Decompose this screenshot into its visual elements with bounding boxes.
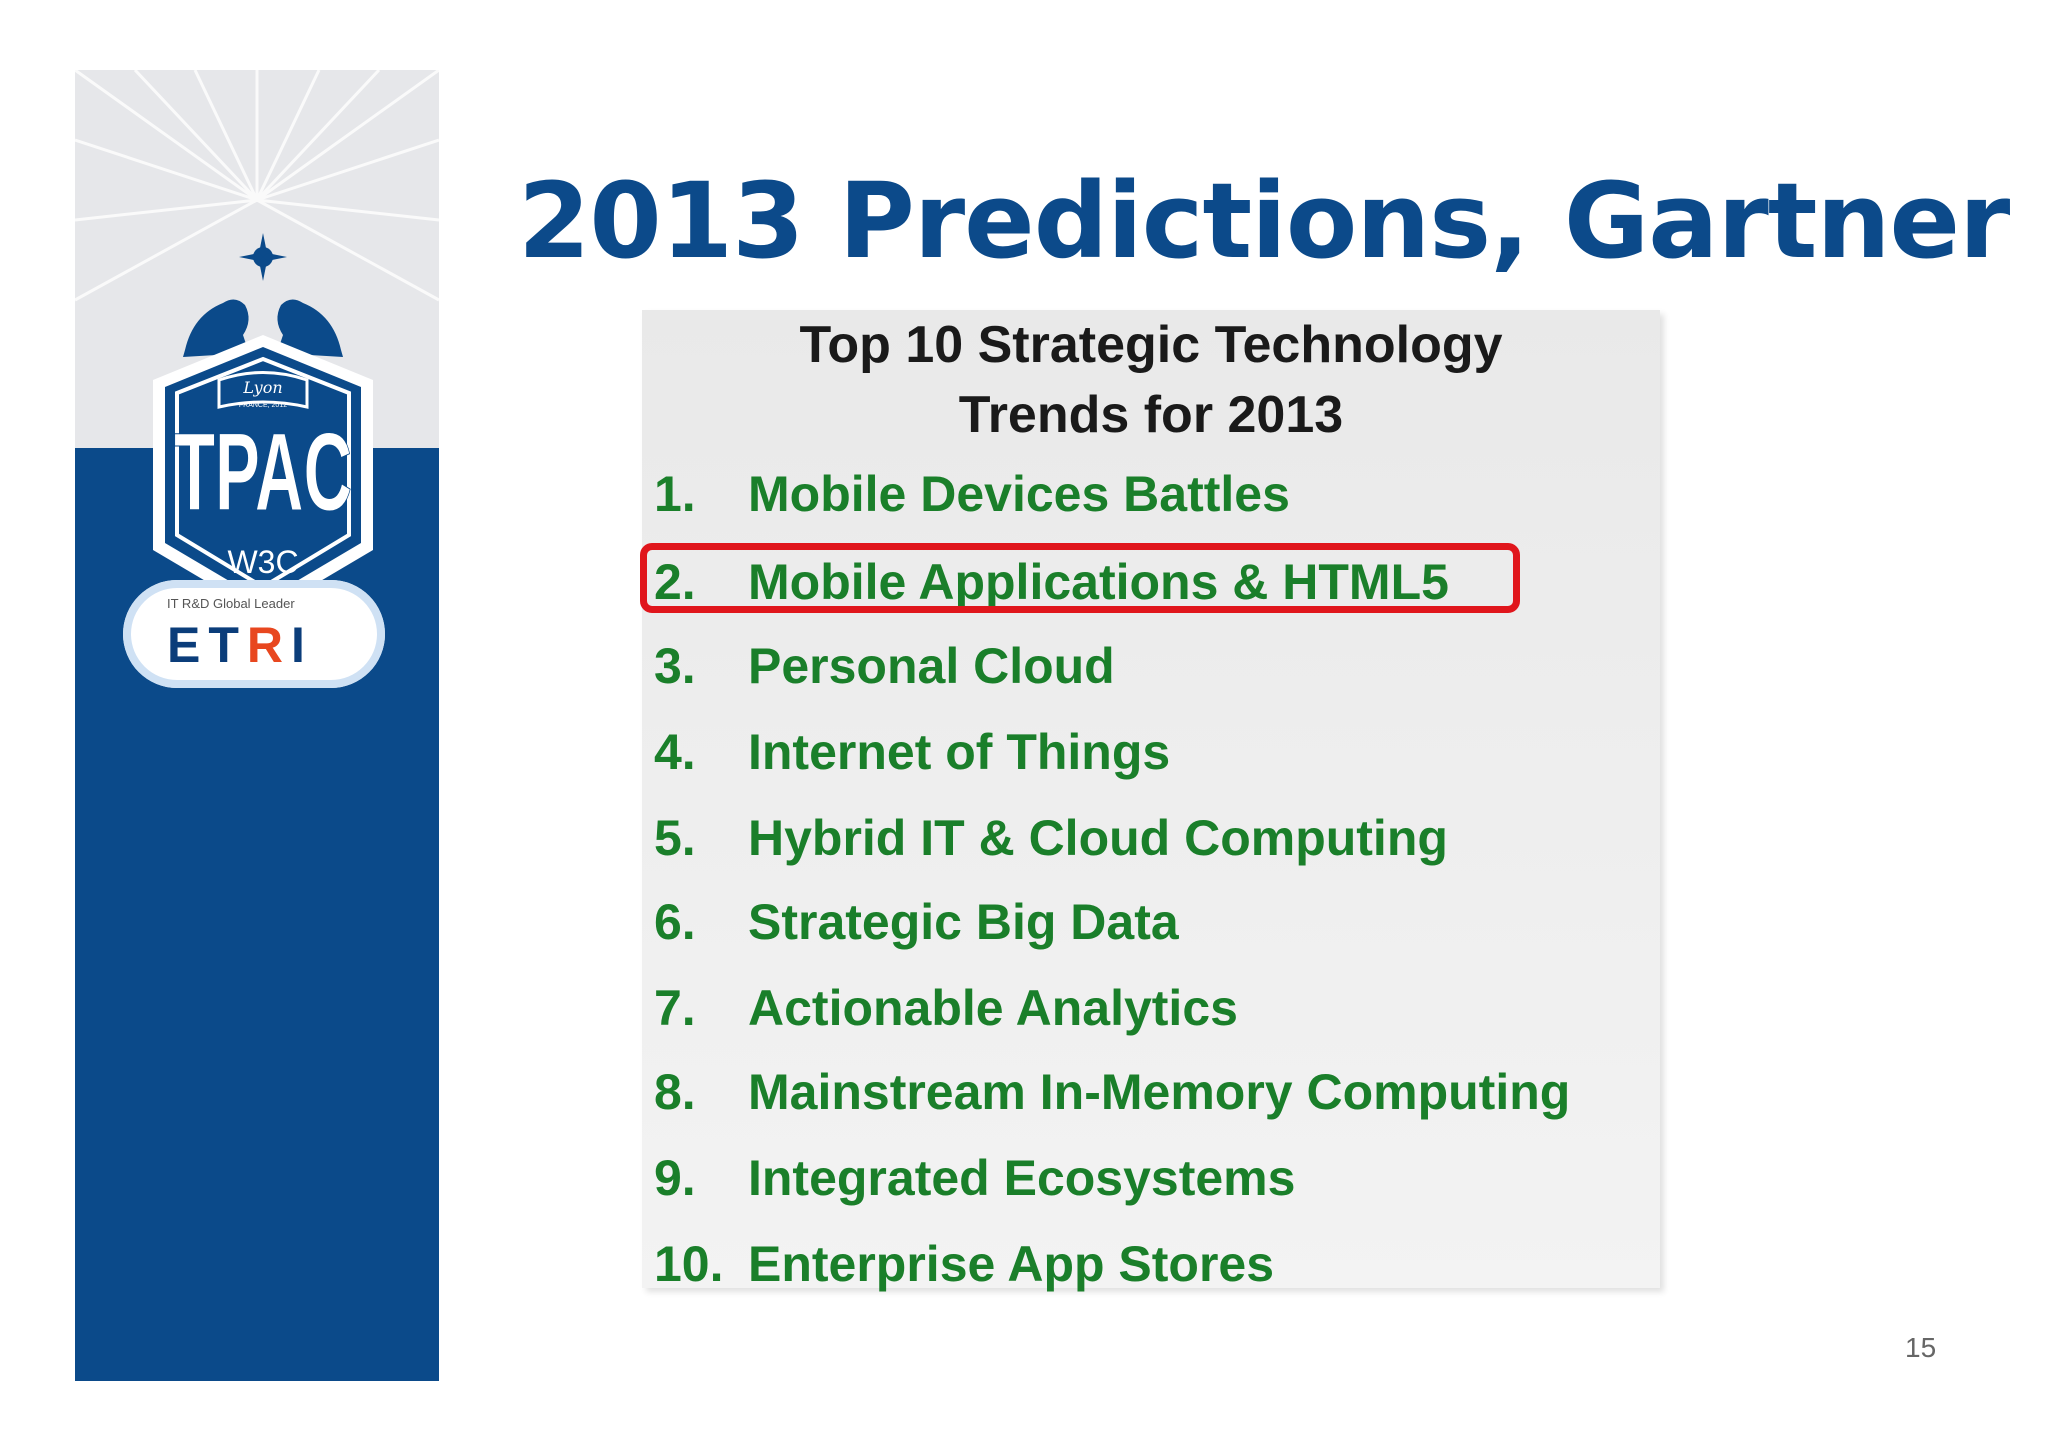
tpac-logo: Lyon FRANCE, 2012 TPAC W3C xyxy=(153,233,373,615)
w3c-mark: W3C xyxy=(227,544,298,580)
list-item-text: Personal Cloud xyxy=(748,638,1115,694)
slide-title: 2013 Predictions, Gartner xyxy=(518,160,2010,282)
list-item-number: 5. xyxy=(654,810,696,866)
list-item-text: Mainstream In-Memory Computing xyxy=(748,1064,1571,1120)
list-item-text: Actionable Analytics xyxy=(748,980,1238,1036)
list-item-text: Integrated Ecosystems xyxy=(748,1150,1296,1206)
etri-tagline: IT R&D Global Leader xyxy=(167,596,295,611)
list-item-text: Hybrid IT & Cloud Computing xyxy=(748,810,1448,866)
list-item-text: Strategic Big Data xyxy=(748,894,1179,950)
list-item-text: Internet of Things xyxy=(748,724,1171,780)
list-item-number: 1. xyxy=(654,466,696,522)
list-item-number: 2. xyxy=(654,554,696,610)
list-item-number: 9. xyxy=(654,1150,696,1206)
page-number: 15 xyxy=(1905,1332,1937,1363)
etri-logo: ETRI xyxy=(167,617,313,673)
panel-heading-line2: Trends for 2013 xyxy=(958,386,1344,444)
list-item-number: 10. xyxy=(654,1236,724,1292)
side-banner: Lyon FRANCE, 2012 TPAC W3C IT R&D Global… xyxy=(75,70,439,1381)
panel-heading-line1: Top 10 Strategic Technology xyxy=(799,316,1503,374)
etri-badge: IT R&D Global Leader ETRI xyxy=(123,580,385,688)
list-item-text: Enterprise App Stores xyxy=(748,1236,1275,1292)
list-item-number: 3. xyxy=(654,638,696,694)
list-item-number: 7. xyxy=(654,980,696,1036)
list-item-text: Mobile Applications & HTML5 xyxy=(748,554,1449,610)
list-item-number: 6. xyxy=(654,894,696,950)
list-item-number: 8. xyxy=(654,1064,696,1120)
tpac-city: Lyon xyxy=(242,378,282,397)
list-item-number: 4. xyxy=(654,724,696,780)
trends-panel: Top 10 Strategic Technology Trends for 2… xyxy=(642,310,1660,1292)
highlight-box xyxy=(640,543,1520,613)
list-item-text: Mobile Devices Battles xyxy=(748,466,1290,522)
tpac-subtitle: FRANCE, 2012 xyxy=(239,402,287,409)
tpac-wordmark: TPAC xyxy=(174,411,352,534)
